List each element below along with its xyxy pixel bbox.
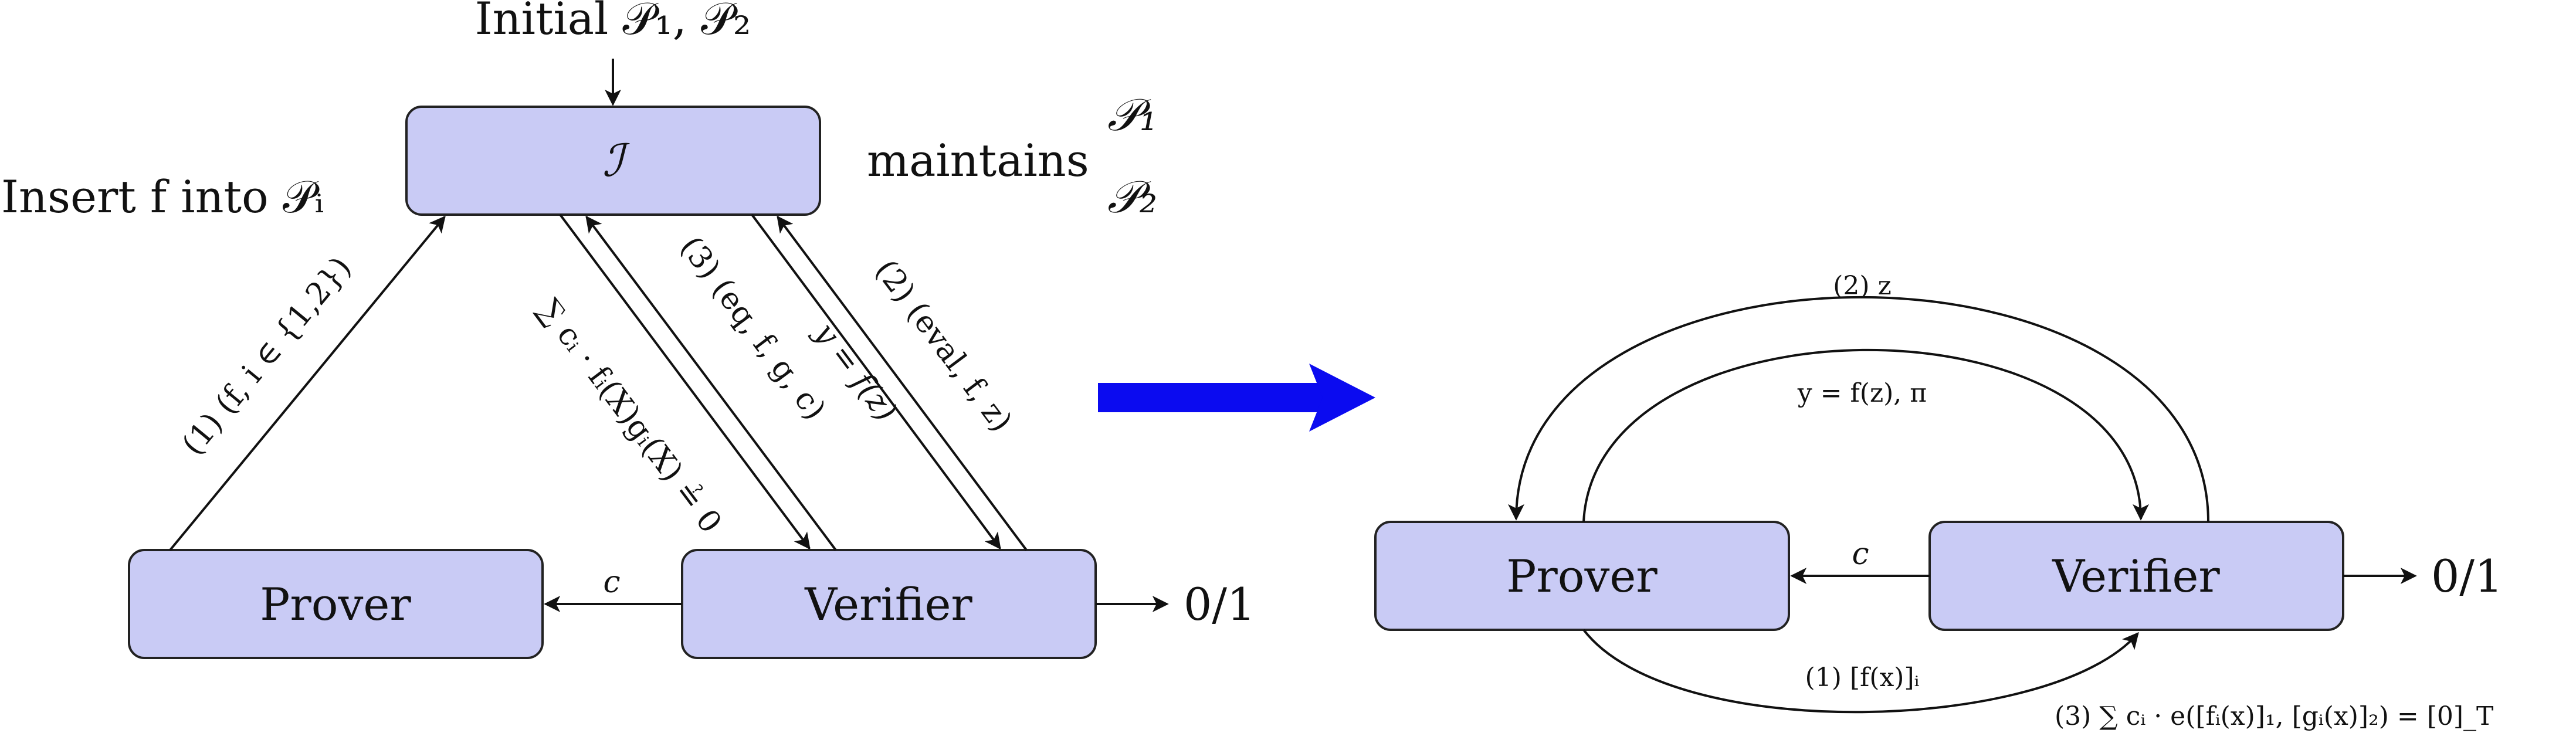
eval-arrow-down bbox=[751, 213, 1001, 550]
prover-node-left-label: Prover bbox=[260, 578, 411, 630]
commitment-label: (1) [f(x)]ᵢ bbox=[1805, 663, 1920, 693]
challenge-z-arc bbox=[1508, 296, 2209, 522]
challenge-label-right: c bbox=[1852, 537, 1869, 572]
pairing-check-label: (3) ∑ cᵢ · e([fᵢ(x)]₁, [gᵢ(x)]₂) = [0]_T bbox=[2055, 701, 2493, 731]
verifier-node-left-label: Verifier bbox=[804, 578, 972, 630]
eval-proof-label: y = f(z), π bbox=[1797, 378, 1927, 408]
eval-arrow-up bbox=[777, 215, 1028, 551]
interface-node bbox=[405, 106, 821, 216]
insert-arrow bbox=[169, 215, 446, 551]
commitment-arc bbox=[1582, 629, 2139, 714]
maintains-label: maintains bbox=[867, 134, 1089, 186]
transform-arrow-head bbox=[1309, 364, 1375, 432]
verifier-node-right-label: Verifier bbox=[2052, 550, 2220, 602]
prover-node-left bbox=[128, 549, 544, 659]
left-diagram: Initial 𝒫₁, 𝒫₂ ℐ maintains 𝒫₁ 𝒫₂ Insert … bbox=[1, 0, 1255, 659]
transform-arrow-shaft bbox=[1098, 383, 1333, 412]
output-label-left: 0/1 bbox=[1184, 578, 1255, 630]
output-label-right: 0/1 bbox=[2431, 550, 2503, 602]
challenge-z-label: (2) z bbox=[1833, 271, 1892, 301]
eq-result-label: ∑ cᵢ · fᵢ(X)gᵢ(X) ≟ 0 bbox=[531, 293, 728, 539]
eval-proof-arc bbox=[1582, 348, 2149, 522]
p2-label: 𝒫₂ bbox=[1107, 171, 1157, 223]
challenge-label-left: c bbox=[603, 565, 620, 600]
p1-label: 𝒫₁ bbox=[1107, 89, 1157, 141]
right-diagram: Prover Verifier 0/1 c (2) z y = f(z), π … bbox=[1374, 271, 2503, 731]
prover-node-right bbox=[1374, 521, 1790, 631]
eq-arrow-down bbox=[559, 213, 811, 550]
initial-input-label: Initial 𝒫₁, 𝒫₂ bbox=[475, 0, 751, 45]
eq-arrow-up bbox=[585, 215, 837, 551]
transform-arrow bbox=[1098, 364, 1375, 432]
insert-label: Insert f into 𝒫ᵢ bbox=[1, 171, 324, 223]
prover-node-right-label: Prover bbox=[1506, 550, 1658, 602]
